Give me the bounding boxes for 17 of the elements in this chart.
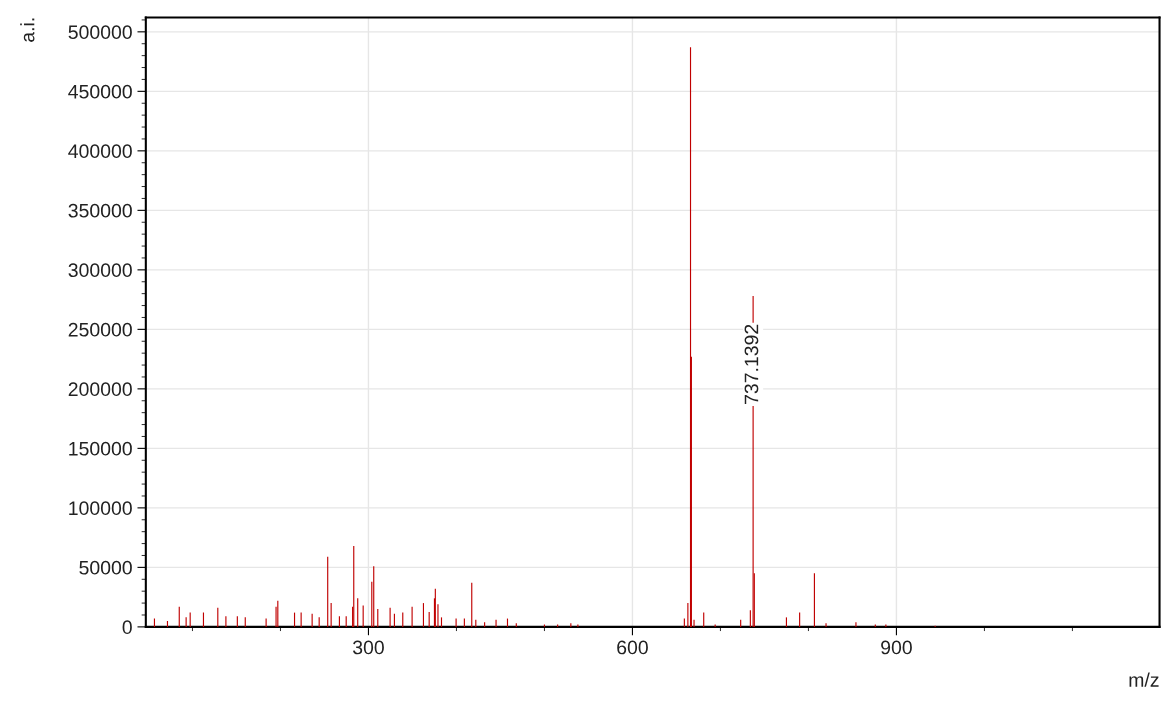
annotation: 737.1392 <box>744 324 759 404</box>
y-tick-label: 300000 <box>68 263 132 278</box>
y-axis-title: a.i. <box>20 18 35 42</box>
y-tick-label: 350000 <box>68 203 132 218</box>
y-tick-label: 450000 <box>68 84 132 99</box>
y-tick-label: 0 <box>122 620 132 635</box>
y-tick-label: 150000 <box>69 441 132 456</box>
x-axis-title: m/z <box>1129 672 1159 687</box>
y-tick-label: 400000 <box>68 144 132 159</box>
x-tick-label: 900 <box>881 640 912 655</box>
y-tick-label: 250000 <box>68 322 132 337</box>
y-tick-label: 500000 <box>68 25 132 40</box>
x-tick-label: 600 <box>617 640 648 655</box>
x-tick-label: 300 <box>352 640 384 655</box>
y-tick-label: 100000 <box>69 501 132 516</box>
y-tick-label: 200000 <box>68 382 132 397</box>
y-tick-label: 50000 <box>79 560 132 575</box>
